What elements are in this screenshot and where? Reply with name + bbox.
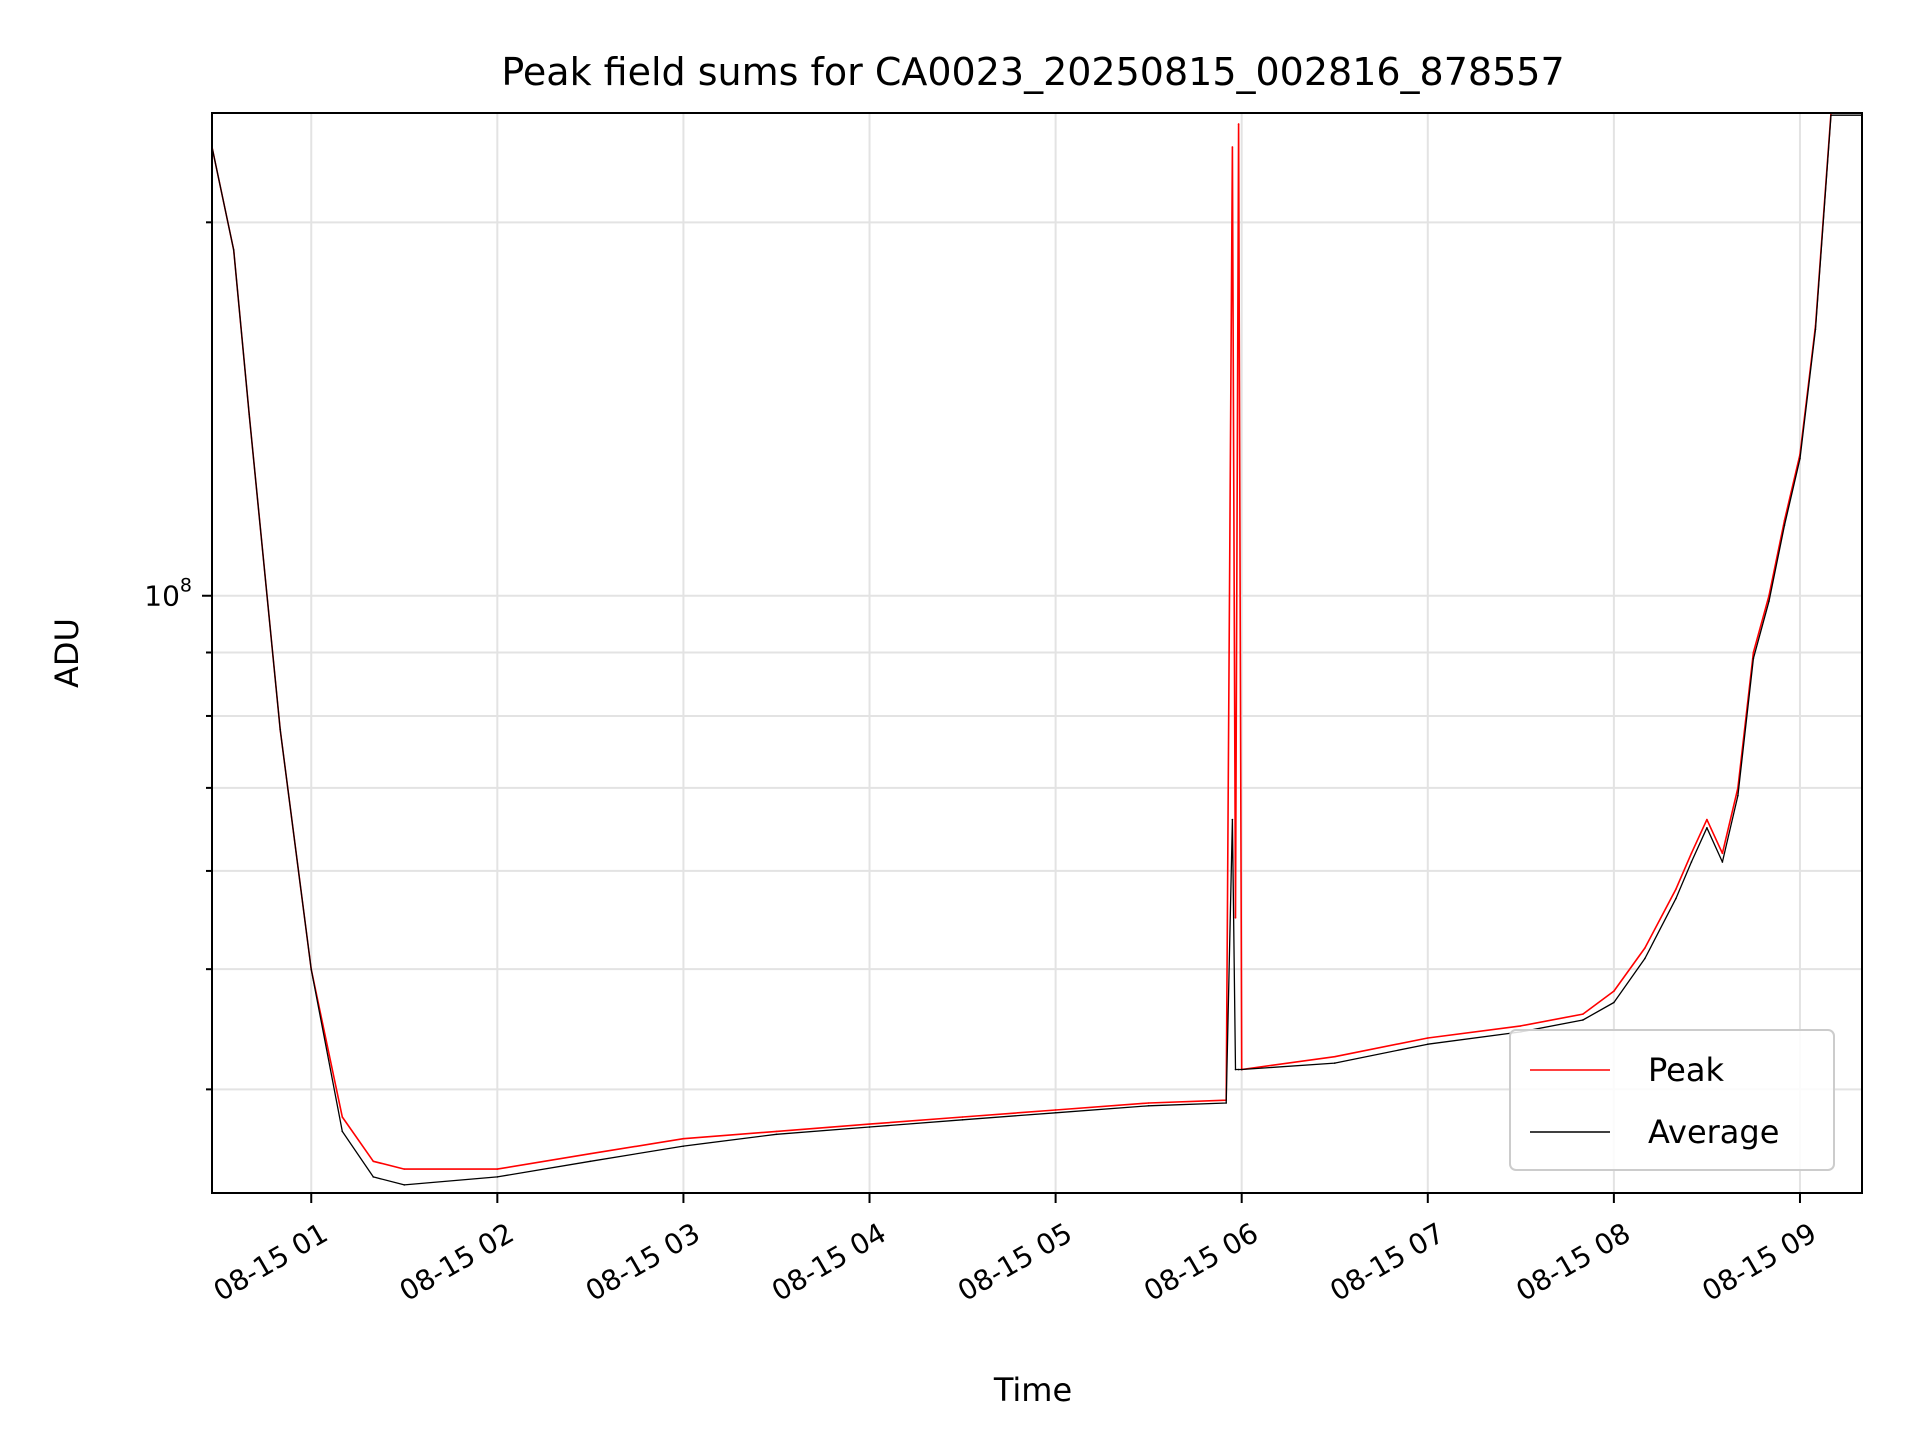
grid xyxy=(212,113,1862,1193)
data-point-peak xyxy=(1690,852,1693,855)
data-point-average xyxy=(1582,1019,1584,1021)
data-point-average xyxy=(1799,457,1801,460)
data-point-peak xyxy=(1644,947,1646,949)
data-point-average xyxy=(1814,328,1817,331)
x-axis-title: Time xyxy=(993,1371,1072,1409)
data-point-peak xyxy=(1582,1013,1584,1015)
data-point-average xyxy=(1613,1001,1615,1004)
data-point-peak xyxy=(1147,1102,1150,1104)
data-point-peak xyxy=(341,1116,344,1118)
data-point-average xyxy=(682,1145,685,1147)
data-point-average xyxy=(1240,1068,1243,1071)
data-point-average xyxy=(310,968,313,970)
data-point-peak xyxy=(1752,651,1755,654)
data-point-average xyxy=(1225,1102,1227,1104)
data-point-average xyxy=(248,413,251,416)
y-tick-label-exp: 8 xyxy=(180,575,192,597)
data-point-average xyxy=(1783,524,1786,526)
data-point-average xyxy=(1721,861,1724,863)
data-point-average xyxy=(279,728,282,731)
data-point-peak xyxy=(1675,888,1677,890)
data-point-average xyxy=(372,1176,375,1178)
data-point-average xyxy=(1054,1111,1057,1114)
legend-label-peak: Peak xyxy=(1648,1051,1724,1089)
data-point-peak xyxy=(868,1123,871,1125)
data-point-peak xyxy=(1333,1055,1336,1058)
data-point-average xyxy=(589,1160,592,1163)
legend-box xyxy=(1509,1029,1835,1171)
data-point-peak xyxy=(1054,1109,1057,1111)
data-point-peak xyxy=(372,1160,375,1163)
y-axis-title: ADU xyxy=(48,618,86,688)
data-point-average xyxy=(403,1184,406,1186)
chart-title: Peak field sums for CA0023_20250815_0028… xyxy=(501,50,1564,94)
data-point-peak xyxy=(682,1137,685,1140)
data-point-peak xyxy=(589,1152,592,1155)
data-point-average xyxy=(341,1130,344,1133)
data-point-peak xyxy=(1613,990,1615,992)
data-point-average xyxy=(1830,114,1832,117)
data-point-average xyxy=(868,1126,871,1128)
data-point-average xyxy=(1237,1068,1240,1071)
data-point-average xyxy=(1690,861,1693,863)
data-point-peak xyxy=(1768,594,1770,597)
y-tick-label-base: 10 xyxy=(144,580,180,613)
data-point-average xyxy=(1333,1062,1336,1064)
data-point-average xyxy=(232,249,235,251)
data-point-peak xyxy=(1426,1037,1429,1039)
data-point-average xyxy=(1675,897,1677,900)
data-point-average xyxy=(1147,1104,1150,1107)
data-point-average xyxy=(496,1176,499,1178)
data-point-peak xyxy=(1234,917,1237,919)
data-point-peak xyxy=(1706,818,1708,821)
data-point-average xyxy=(775,1133,778,1136)
data-point-average xyxy=(1426,1043,1429,1045)
data-point-peak xyxy=(1721,852,1724,855)
data-point-peak xyxy=(1237,123,1240,125)
data-point-average xyxy=(1644,957,1646,960)
data-point-average xyxy=(1706,827,1708,829)
data-point-peak xyxy=(775,1130,778,1133)
data-point-peak xyxy=(403,1168,406,1170)
data-point-average xyxy=(1752,657,1755,660)
data-point-average xyxy=(1768,600,1770,602)
data-point-peak xyxy=(961,1116,964,1118)
legend: Peak Average xyxy=(1509,1029,1835,1171)
data-point-peak xyxy=(1520,1025,1522,1027)
data-point-average xyxy=(961,1119,964,1121)
data-point-peak xyxy=(496,1168,499,1170)
data-point-average xyxy=(1231,818,1234,821)
data-point-average xyxy=(1737,794,1739,797)
legend-label-average: Average xyxy=(1648,1113,1779,1151)
data-point-average xyxy=(1234,1068,1237,1071)
data-point-peak xyxy=(1231,146,1234,148)
y-tick-label: 108 xyxy=(144,575,192,613)
